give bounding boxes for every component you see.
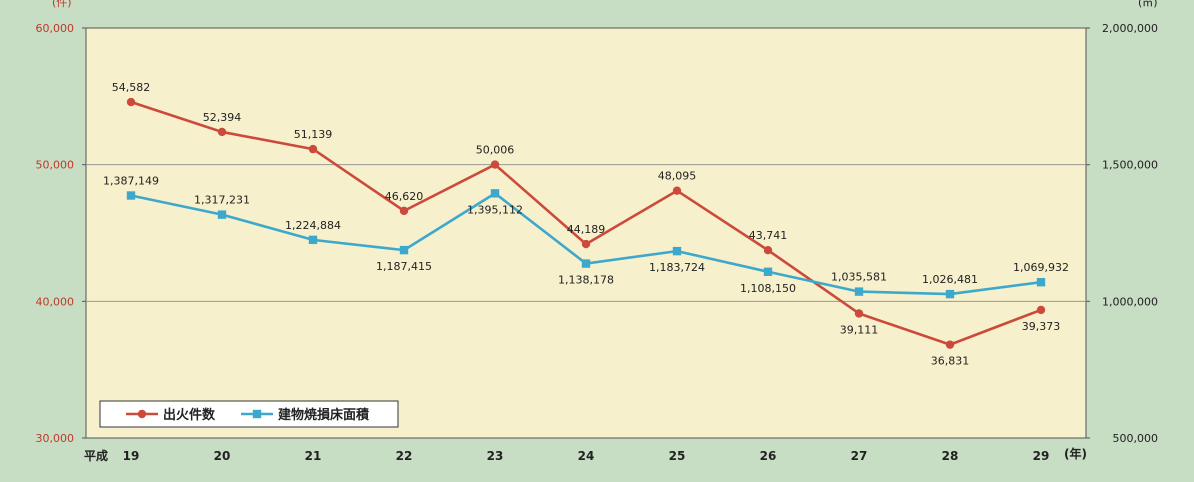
x-axis-tick-label: 22 [396, 449, 413, 463]
data-label: 1,395,112 [467, 203, 523, 216]
data-point [308, 235, 318, 245]
left-axis-tick-label: 40,000 [36, 295, 75, 308]
series-layer: 54,582 52,394 51,139 46,620 50,006 44,189 48,0… [103, 81, 1069, 368]
data-label: 39,373 [1022, 320, 1061, 333]
data-point [490, 189, 500, 198]
gridlines [86, 164, 1086, 302]
left-axis-tick-label: 30,000 [36, 432, 75, 445]
legend: 出火件数 建物焼損床面積 [99, 400, 399, 428]
data-point [399, 206, 409, 216]
series-floor-area: 1,387,149 1,317,231 1,224,884 1,187,415 1,39… [103, 175, 1069, 299]
x-axis-tick-label: 29 [1033, 449, 1050, 463]
data-label: 1,317,231 [194, 194, 250, 207]
data-label: 1,387,149 [103, 175, 159, 188]
data-point [308, 144, 318, 154]
data-point [672, 246, 682, 256]
data-label: 1,069,932 [1013, 261, 1069, 274]
x-axis-tick-label: 25 [669, 449, 686, 463]
data-point [672, 186, 682, 195]
right-axis: (㎡) 500,000 1,000,000 1,500,000 2,000,000 [1086, 0, 1158, 445]
data-label: 50,006 [476, 144, 515, 157]
left-axis: (件) 30,000 40,000 50,000 60,000 [36, 0, 86, 445]
x-axis-era-label: 平成 [84, 448, 108, 463]
data-label: 44,189 [567, 223, 606, 236]
x-axis-tick-label: 21 [305, 449, 322, 463]
right-axis-unit: (㎡) [1138, 0, 1158, 9]
data-point [945, 289, 955, 299]
data-point [581, 259, 591, 268]
data-label: 43,741 [749, 229, 788, 242]
x-axis-tick-label: 20 [214, 449, 231, 463]
series-fire-count: 54,582 52,394 51,139 46,620 50,006 44,189 48,0… [112, 81, 1061, 368]
data-label: 1,138,178 [558, 274, 614, 287]
right-axis-tick-label: 1,500,000 [1102, 159, 1158, 172]
left-axis-tick-label: 60,000 [36, 22, 75, 35]
right-axis-tick-label: 1,000,000 [1102, 295, 1158, 308]
data-point [1036, 278, 1046, 287]
data-point [854, 287, 864, 296]
data-label: 1,183,724 [649, 261, 705, 274]
data-point [945, 340, 955, 349]
legend-label-floor-area: 建物焼損床面積 [278, 407, 370, 423]
data-point [126, 191, 136, 200]
data-point [490, 160, 500, 169]
data-label: 52,394 [203, 111, 242, 124]
x-axis-unit-label: (年) [1064, 446, 1087, 461]
data-label: 54,582 [112, 81, 151, 94]
data-label: 51,139 [294, 128, 333, 141]
data-point [217, 210, 227, 219]
right-axis-tick-label: 2,000,000 [1102, 22, 1158, 35]
x-axis-tick-label: 27 [851, 449, 868, 463]
data-label: 39,111 [840, 323, 879, 336]
x-axis-tick-label: 23 [487, 449, 504, 463]
legend-marker-fire-count [137, 409, 147, 419]
x-axis-tick-label: 26 [760, 449, 777, 463]
data-label: 46,620 [385, 190, 424, 203]
data-label: 1,026,481 [922, 273, 978, 286]
x-axis-tick-label: 28 [942, 449, 959, 463]
x-axis-tick-label: 24 [578, 449, 595, 463]
data-point [1036, 305, 1046, 315]
data-label: 1,187,415 [376, 260, 432, 273]
left-axis-tick-label: 50,000 [36, 159, 75, 172]
legend-marker-floor-area [252, 409, 262, 419]
data-label: 36,831 [931, 355, 970, 368]
data-label: 48,095 [658, 170, 697, 183]
x-axis-tick-label: 19 [123, 449, 140, 463]
x-axis: 平成 (年) 19 20 21 22 23 24 25 26 27 28 29 [84, 446, 1087, 463]
data-point [399, 245, 409, 255]
data-point [763, 246, 773, 255]
data-point [581, 239, 591, 249]
data-label: 1,035,581 [831, 271, 887, 284]
data-label: 1,108,150 [740, 282, 796, 295]
data-point [854, 309, 864, 318]
left-axis-unit: (件) [52, 0, 72, 9]
data-label: 1,224,884 [285, 219, 341, 232]
plot-area [85, 27, 1087, 439]
right-axis-tick-label: 500,000 [1113, 432, 1159, 445]
data-point [217, 127, 227, 137]
legend-label-fire-count: 出火件数 [163, 407, 216, 423]
data-point [763, 267, 773, 276]
data-point [126, 97, 136, 107]
